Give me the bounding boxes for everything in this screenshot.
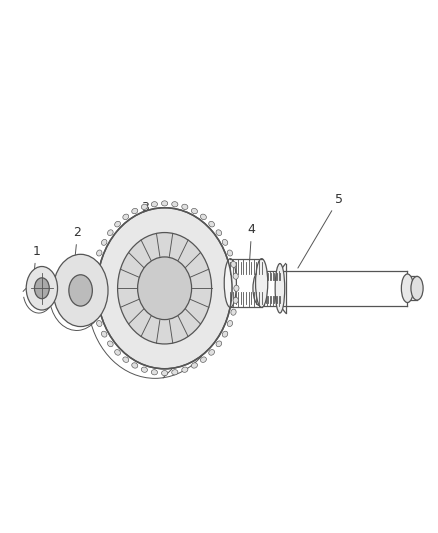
Ellipse shape — [115, 221, 120, 227]
Ellipse shape — [151, 201, 158, 207]
Ellipse shape — [132, 208, 138, 214]
Text: 2: 2 — [74, 226, 81, 264]
Ellipse shape — [162, 201, 168, 206]
Ellipse shape — [227, 250, 233, 256]
Ellipse shape — [182, 204, 188, 209]
Ellipse shape — [26, 266, 57, 310]
Ellipse shape — [123, 214, 129, 220]
Ellipse shape — [182, 367, 188, 373]
Ellipse shape — [201, 357, 206, 362]
Ellipse shape — [123, 357, 129, 362]
Text: 1: 1 — [32, 245, 40, 271]
Ellipse shape — [93, 261, 99, 268]
Ellipse shape — [91, 273, 96, 279]
Ellipse shape — [172, 370, 178, 375]
Ellipse shape — [191, 363, 198, 368]
Ellipse shape — [233, 297, 238, 303]
Ellipse shape — [401, 274, 413, 303]
Ellipse shape — [216, 230, 222, 236]
Ellipse shape — [141, 367, 148, 373]
Ellipse shape — [91, 297, 96, 303]
Ellipse shape — [224, 259, 237, 308]
Text: 4: 4 — [248, 223, 256, 260]
Ellipse shape — [138, 257, 191, 320]
Ellipse shape — [102, 331, 107, 337]
Text: 3: 3 — [141, 201, 149, 222]
Ellipse shape — [151, 370, 158, 375]
Ellipse shape — [172, 201, 178, 207]
Ellipse shape — [411, 277, 423, 300]
Ellipse shape — [216, 341, 222, 347]
Ellipse shape — [234, 285, 239, 292]
Ellipse shape — [162, 370, 168, 376]
Ellipse shape — [233, 273, 238, 279]
Ellipse shape — [69, 275, 92, 306]
Ellipse shape — [102, 239, 107, 245]
Ellipse shape — [275, 263, 285, 313]
Ellipse shape — [115, 350, 120, 355]
Ellipse shape — [35, 278, 49, 298]
Ellipse shape — [255, 259, 268, 308]
Ellipse shape — [132, 363, 138, 368]
Ellipse shape — [93, 309, 99, 315]
Ellipse shape — [107, 230, 113, 236]
Ellipse shape — [141, 204, 148, 209]
Ellipse shape — [191, 208, 198, 214]
Ellipse shape — [222, 331, 228, 337]
Ellipse shape — [209, 350, 215, 355]
Ellipse shape — [97, 250, 102, 256]
Ellipse shape — [253, 271, 267, 305]
Ellipse shape — [231, 309, 236, 315]
Ellipse shape — [201, 214, 206, 220]
Ellipse shape — [97, 208, 232, 369]
Ellipse shape — [117, 232, 212, 344]
Ellipse shape — [53, 254, 108, 327]
Ellipse shape — [227, 320, 233, 327]
Ellipse shape — [107, 341, 113, 347]
Ellipse shape — [209, 221, 215, 227]
Text: 5: 5 — [298, 192, 343, 268]
Ellipse shape — [97, 320, 102, 327]
Ellipse shape — [90, 285, 95, 292]
Ellipse shape — [222, 239, 228, 245]
Ellipse shape — [231, 261, 236, 268]
